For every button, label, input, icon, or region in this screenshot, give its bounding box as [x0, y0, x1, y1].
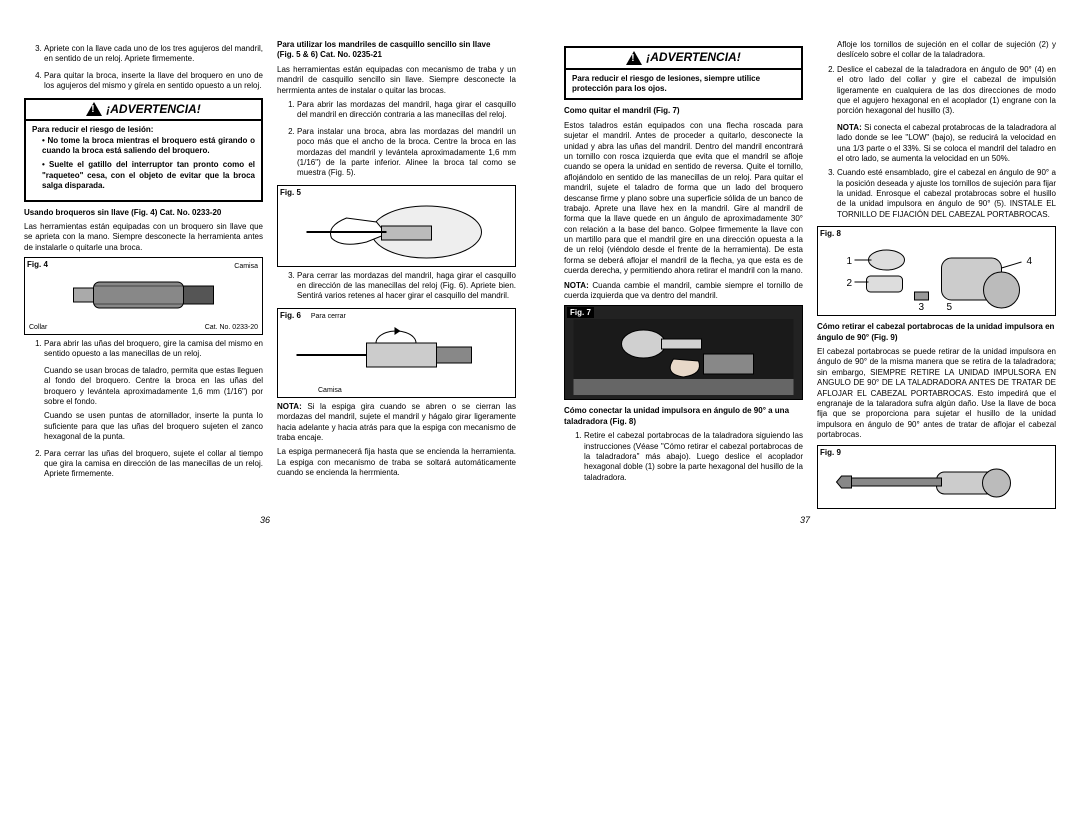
figure-4: Fig. 4 Camisa Collar Cat. No. 0233-20	[24, 257, 263, 335]
section-heading: Como quitar el mandril (Fig. 7)	[564, 106, 803, 116]
callout-5: 5	[947, 302, 953, 312]
chuck-close-illustration	[280, 321, 513, 381]
list-item: Para quitar la broca, inserte la llave d…	[44, 71, 263, 92]
note-text: Si la espiga gira cuando se abren o se c…	[277, 402, 516, 442]
note-paragraph: NOTA: Cuanda cambie el mandril, cambie s…	[564, 281, 803, 302]
hand-chuck-illustration	[280, 198, 513, 262]
section-heading: Cómo conectar la unidad impulsora en áng…	[564, 406, 803, 427]
figure-6: Fig. 6 Para cerrar Camisa	[277, 308, 516, 398]
warning-bullet: Suelte el gatillo del interruptor tan pr…	[42, 160, 255, 191]
list-item: Para cerrar las mordazas del mandril, ha…	[297, 271, 516, 302]
mallet-chuck-illustration	[567, 319, 800, 395]
callout-4: 4	[1027, 256, 1033, 267]
warning-header: ¡ADVERTENCIA!	[566, 48, 801, 70]
page-right: ¡ADVERTENCIA! Para reducir el riesgo de …	[540, 0, 1080, 539]
section-heading: Usando broqueros sin llave (Fig. 4) Cat.…	[24, 208, 263, 218]
note-label: NOTA:	[564, 281, 589, 290]
heading-text: (Fig. 5 & 6) Cat. No. 0235-21	[277, 50, 382, 59]
warning-bullet: No tome la broca mientras el broquero es…	[42, 136, 255, 157]
figure-label: Fig. 5	[280, 188, 301, 197]
figure-label: Fig. 6	[280, 311, 301, 320]
callout-1: 1	[847, 256, 853, 267]
list-item: Retire el cabezal portabrocas de la tala…	[584, 431, 803, 483]
note-paragraph: NOTA: Si conecta el cabezal protabrocas …	[817, 123, 1056, 165]
warning-triangle-icon	[626, 51, 642, 65]
list-item: Para abrir las uñas del broquero, gire l…	[44, 339, 263, 443]
chuck-illustration	[27, 270, 260, 320]
list-item: Para instalar una broca, abra las mordaz…	[297, 127, 516, 179]
note-label: NOTA:	[837, 123, 862, 132]
list-item: Cuando esté ensamblado, gire el cabezal …	[837, 168, 1056, 220]
paragraph: La espiga permanecerá fija hasta que se …	[277, 447, 516, 478]
figure-label: Fig. 9	[820, 448, 841, 457]
list-text: Para abrir las uñas del broquero, gire l…	[44, 339, 263, 358]
warning-lead: Para reducir el riesgo de lesión:	[32, 125, 255, 135]
page-number: 36	[260, 515, 270, 527]
figure-label: Fig. 4	[27, 260, 48, 269]
callout-label: Collar	[29, 323, 47, 332]
figure-8: Fig. 8 1 2 3 4 5	[817, 226, 1056, 316]
wrench-illustration	[820, 458, 1053, 504]
note-label: NOTA:	[277, 402, 302, 411]
note-text: Cuanda cambie el mandril, cambie siempre…	[564, 281, 803, 300]
figure-label: Fig. 7	[567, 307, 594, 318]
figure-5: Fig. 5	[277, 185, 516, 267]
note-text: Si conecta el cabezal protabrocas de la …	[837, 123, 1056, 163]
section-heading: Para utilizar los mandriles de casquillo…	[277, 40, 516, 61]
warning-title: ¡ADVERTENCIA!	[106, 102, 200, 118]
paragraph: Estos taladros están equipados con una f…	[564, 121, 803, 277]
callout-label: Camisa	[318, 386, 342, 395]
callout-label: Camisa	[234, 262, 258, 271]
page-number: 37	[800, 515, 810, 527]
figure-9: Fig. 9	[817, 445, 1056, 509]
callout-label: Para cerrar	[311, 313, 346, 320]
warning-triangle-icon	[86, 102, 102, 116]
list-item: Para abrir las mordazas del mandril, hag…	[297, 100, 516, 121]
angle-drive-illustration: 1 2 3 4 5	[820, 240, 1053, 312]
warning-header: ¡ADVERTENCIA!	[26, 100, 261, 122]
warning-title: ¡ADVERTENCIA!	[646, 50, 740, 66]
figure-7: Fig. 7	[564, 305, 803, 400]
list-item: Deslice el cabezal de la taladradora en …	[837, 65, 1056, 117]
page-left: Apriete con la llave cada uno de los tre…	[0, 0, 540, 539]
heading-text: Para utilizar los mandriles de casquillo…	[277, 40, 490, 49]
warning-box: ¡ADVERTENCIA! Para reducir el riesgo de …	[24, 98, 263, 202]
warning-body: Para reducir el riesgo de lesiones, siem…	[566, 70, 801, 99]
figure-label: Fig. 8	[820, 229, 841, 238]
warning-box: ¡ADVERTENCIA! Para reducir el riesgo de …	[564, 46, 803, 100]
callout-3: 3	[919, 302, 925, 312]
paragraph: Las herramientas están equipadas con mec…	[277, 65, 516, 96]
callout-2: 2	[847, 278, 853, 289]
list-item: Para cerrar las uñas del broquero, sujet…	[44, 449, 263, 480]
section-heading: Cómo retirar el cabezal portabrocas de l…	[817, 322, 1056, 343]
note-paragraph: NOTA: Si la espiga gira cuando se abren …	[277, 402, 516, 444]
paragraph: Cuando se usan brocas de taladro, permit…	[44, 366, 263, 408]
page-spread: Apriete con la llave cada uno de los tre…	[0, 0, 1080, 539]
paragraph: El cabezal portabrocas se puede retirar …	[817, 347, 1056, 441]
paragraph: Cuando se usen puntas de atornillador, i…	[44, 411, 263, 442]
list-item: Apriete con la llave cada uno de los tre…	[44, 44, 263, 65]
paragraph: Afloje los tornillos de sujeción en el c…	[817, 40, 1056, 61]
paragraph: Las herramientas están equipadas con un …	[24, 222, 263, 253]
callout-label: Cat. No. 0233-20	[205, 323, 258, 332]
